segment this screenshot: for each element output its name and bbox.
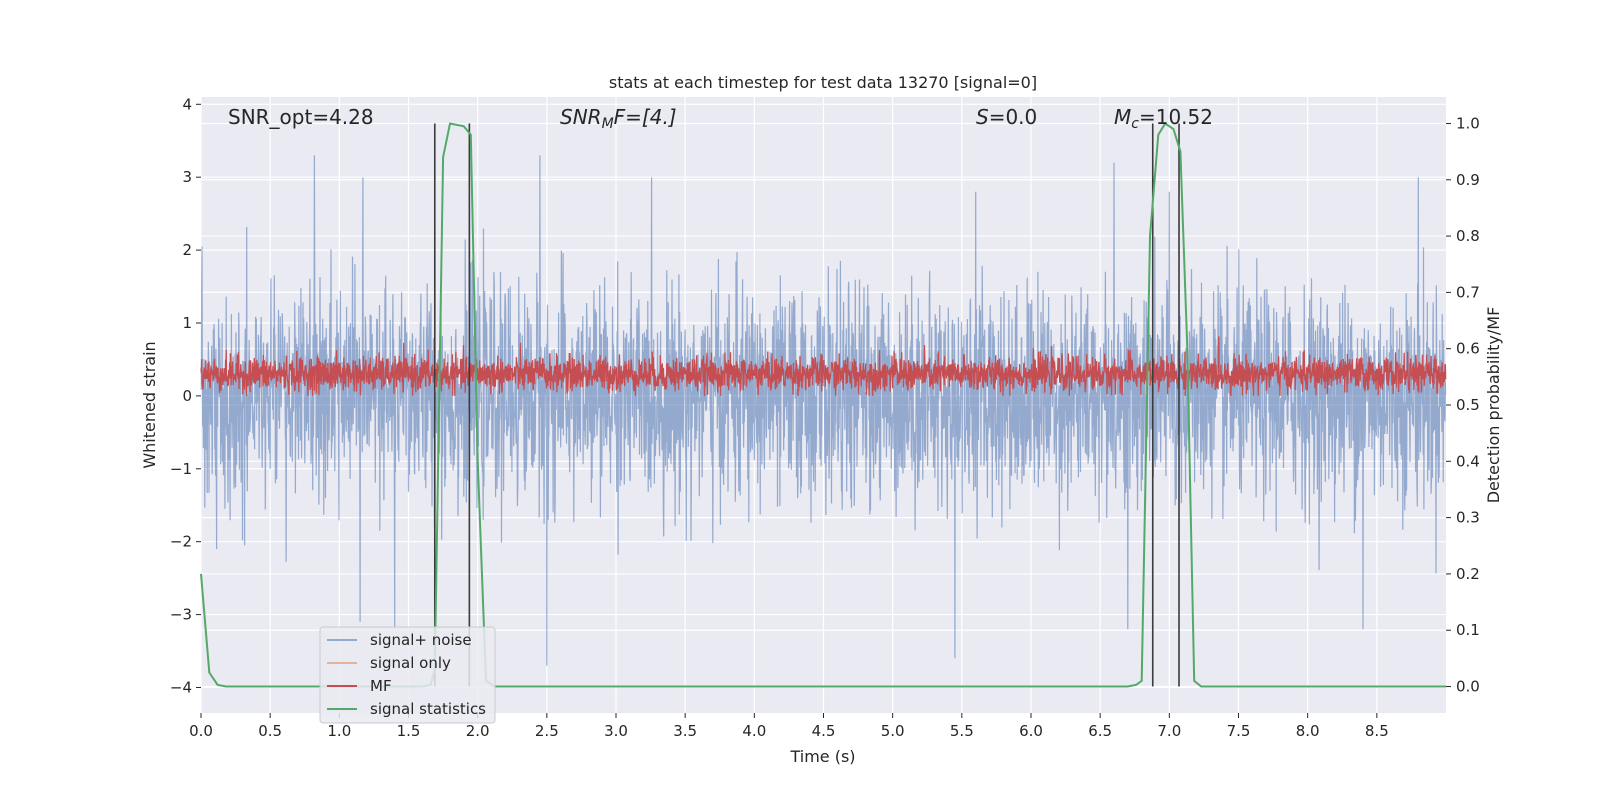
x-tick-label-13: 6.5 <box>1088 722 1112 740</box>
legend-label-mf: MF <box>370 677 392 695</box>
x-tick-label-8: 4.0 <box>742 722 766 740</box>
y-right-tick-label-3: 0.7 <box>1456 283 1480 301</box>
legend-label-signal-noise: signal+ noise <box>370 631 472 649</box>
y-right-tick-label-6: 0.4 <box>1456 452 1480 470</box>
y-tick-label-5: −1 <box>170 460 192 478</box>
y-tick-label-8: −4 <box>170 678 192 696</box>
y-right-tick-label-10: 0.0 <box>1456 678 1480 696</box>
annotation-mc-rest: =10.52 <box>1139 105 1213 129</box>
x-tick-label-0: 0.0 <box>189 722 213 740</box>
annotation-mc-main: M <box>1114 105 1131 129</box>
line-mf <box>200 336 1447 397</box>
chart-title: stats at each timestep for test data 132… <box>609 73 1037 92</box>
series-signal-noise <box>200 126 1447 666</box>
y-right-tick-label-8: 0.2 <box>1456 565 1480 583</box>
x-tick-label-4: 2.0 <box>466 722 490 740</box>
annotation-s-main: S <box>976 105 989 129</box>
x-tick-label-10: 5.0 <box>881 722 905 740</box>
y-right-tick-label-5: 0.5 <box>1456 396 1480 414</box>
x-tick-label-14: 7.0 <box>1157 722 1181 740</box>
x-tick-label-6: 3.0 <box>604 722 628 740</box>
x-tick-label-7: 3.5 <box>673 722 697 740</box>
annotation-snr-mf-sub: M <box>602 116 614 132</box>
y-tick-label-7: −3 <box>170 606 192 624</box>
annotation-snr-mf-main: SNR <box>560 105 602 129</box>
legend-label-signal-statistics: signal statistics <box>370 700 486 718</box>
y-tick-label-0: 4 <box>182 95 192 113</box>
y-tick-label-4: 0 <box>182 387 192 405</box>
vertical-markers <box>433 123 1180 687</box>
legend-label-signal-only: signal only <box>370 654 451 672</box>
y-axis-ticks: 4 3 2 1 0 −1 −2 −3 −4 <box>170 95 201 696</box>
annotation-mc-sub: c <box>1131 116 1139 132</box>
y-right-tick-label-1: 0.9 <box>1456 171 1480 189</box>
y-tick-label-6: −2 <box>170 533 192 551</box>
y-axis-label: Whitened strain <box>140 341 159 468</box>
x-tick-label-9: 4.5 <box>812 722 836 740</box>
line-signal-noise <box>200 126 1447 666</box>
y-right-tick-label-4: 0.6 <box>1456 340 1480 358</box>
annotation-s-rest: =0.0 <box>989 105 1038 129</box>
y-right-tick-label-2: 0.8 <box>1456 227 1480 245</box>
x-tick-label-17: 8.5 <box>1365 722 1389 740</box>
y-right-tick-label-9: 0.1 <box>1456 621 1480 639</box>
annotation-mc: Mc=10.52 <box>1114 105 1213 132</box>
x-tick-label-15: 7.5 <box>1227 722 1251 740</box>
x-tick-label-5: 2.5 <box>535 722 559 740</box>
annotation-snr-mf-rest: F=[4.] <box>614 105 677 129</box>
grid-lines <box>200 97 1446 713</box>
y-right-axis-label: Detection probability/MF <box>1484 307 1503 504</box>
x-tick-label-1: 0.5 <box>258 722 282 740</box>
x-tick-label-2: 1.0 <box>327 722 351 740</box>
y-tick-label-2: 2 <box>182 241 192 259</box>
x-tick-label-11: 5.5 <box>950 722 974 740</box>
series-mf <box>200 336 1447 397</box>
y-tick-label-3: 1 <box>182 314 192 332</box>
x-tick-label-12: 6.0 <box>1019 722 1043 740</box>
legend: signal+ noise signal only MF signal stat… <box>319 626 496 724</box>
y-tick-label-1: 3 <box>182 168 192 186</box>
annotation-snr-mf: SNRMF=[4.] <box>560 105 677 132</box>
annotation-snr-opt: SNR_opt=4.28 <box>228 105 374 129</box>
legend-box <box>319 626 496 724</box>
y-right-axis-ticks: 1.0 0.9 0.8 0.7 0.6 0.5 0.4 0.3 0.2 0.1 0.0 <box>1446 114 1480 696</box>
y-right-tick-label-0: 1.0 <box>1456 114 1480 132</box>
x-axis-ticks: 0.0 0.5 1.0 1.5 2.0 2.5 3.0 3.5 4.0 4.5 5.0 5.5 6.0 6… <box>189 713 1389 740</box>
y-right-tick-label-7: 0.3 <box>1456 509 1480 527</box>
x-tick-label-3: 1.5 <box>397 722 421 740</box>
x-tick-label-16: 8.0 <box>1296 722 1320 740</box>
x-axis-label: Time (s) <box>789 747 855 766</box>
annotation-s: S=0.0 <box>976 105 1037 129</box>
